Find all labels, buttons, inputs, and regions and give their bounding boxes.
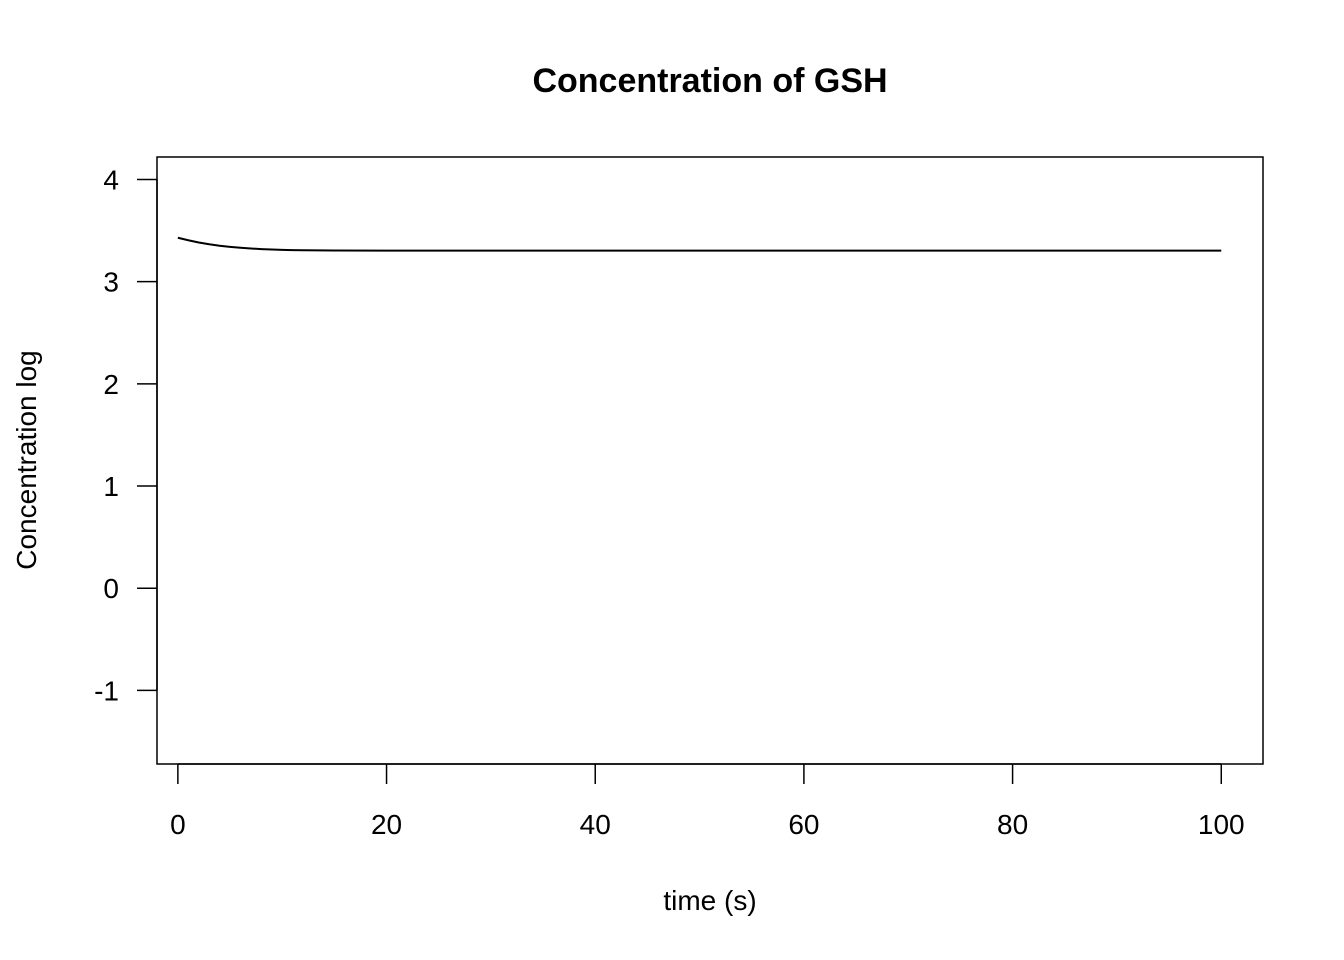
x-axis-label: time (s) [663,885,756,916]
series-line [177,236,1222,252]
x-tick-label: 20 [371,809,402,840]
x-tick-label: 60 [788,809,819,840]
plot-frame [156,156,1264,765]
x-tick-label: 100 [1198,809,1245,840]
x-tick-label: 40 [580,809,611,840]
x-tick-label: 80 [997,809,1028,840]
y-tick-label: 2 [103,369,119,400]
chart-title: Concentration of GSH [532,62,887,100]
y-tick-label: 3 [103,267,119,298]
y-axis: -1 0 1 2 3 4 [94,164,158,706]
y-tick-label: 4 [103,164,119,195]
y-tick-label: 1 [103,471,119,502]
y-axis-label: Concentration log [11,350,42,569]
y-tick-label: -1 [94,675,119,706]
x-tick-label: 0 [170,809,186,840]
x-axis: 0 20 40 60 80 100 [170,763,1245,840]
y-tick-label: 0 [103,573,119,604]
